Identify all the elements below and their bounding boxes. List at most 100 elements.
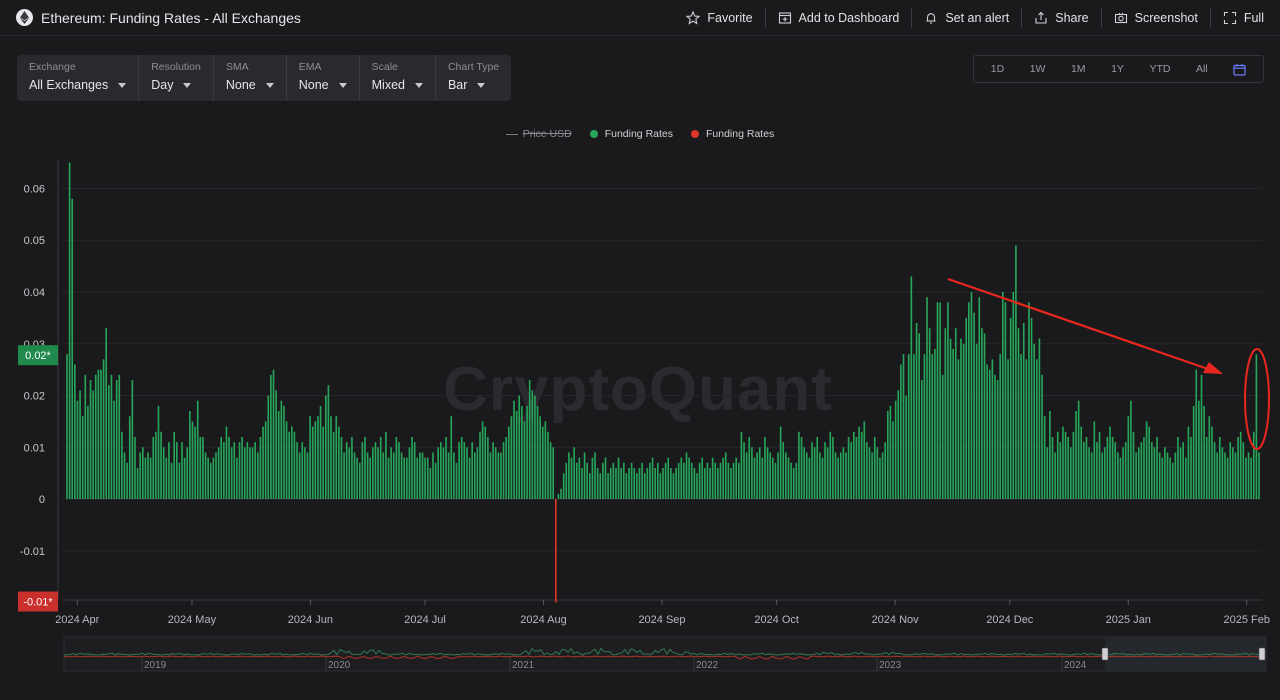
funding-bar	[1179, 447, 1182, 500]
funding-bar	[314, 421, 317, 500]
funding-bar	[199, 436, 202, 500]
funding-bar	[552, 447, 555, 500]
scale-select[interactable]: Scale Mixed	[360, 55, 436, 101]
range-1d-button[interactable]: 1D	[990, 63, 1005, 75]
funding-bar	[1017, 328, 1020, 500]
set-alert-button[interactable]: Set an alert	[912, 7, 1023, 28]
funding-bar	[421, 452, 424, 500]
funding-bar	[1004, 302, 1007, 500]
navigator-series-positive	[63, 647, 1265, 656]
ethereum-logo-icon	[16, 9, 33, 26]
funding-bar	[787, 457, 790, 500]
funding-bar	[643, 473, 646, 500]
funding-bar	[761, 457, 764, 500]
calendar-icon[interactable]	[1233, 63, 1246, 76]
funding-bar	[931, 354, 934, 500]
range-ytd-button[interactable]: YTD	[1149, 63, 1171, 75]
funding-bar	[66, 354, 68, 500]
funding-bar	[1171, 462, 1174, 500]
funding-bar	[887, 411, 889, 500]
funding-bar	[102, 359, 105, 500]
funding-bar	[902, 354, 905, 500]
funding-bar	[115, 380, 118, 500]
funding-bar	[1213, 442, 1216, 500]
funding-bar	[717, 468, 719, 500]
funding-bar	[952, 348, 954, 500]
screenshot-button[interactable]: Screenshot	[1102, 7, 1211, 28]
chart-type-select[interactable]: Chart Type Bar	[436, 55, 511, 101]
funding-bar	[317, 416, 319, 500]
funding-bar	[805, 452, 808, 500]
fullscreen-button[interactable]: Full	[1211, 8, 1280, 28]
funding-bar	[667, 457, 670, 500]
resolution-label: Resolution	[151, 61, 201, 73]
funding-bar	[777, 452, 779, 500]
funding-bar	[424, 457, 426, 500]
funding-bar	[965, 317, 968, 500]
funding-bar	[1056, 431, 1059, 500]
add-to-dashboard-button[interactable]: Add to Dashboard	[766, 7, 913, 28]
funding-bar	[291, 426, 293, 500]
funding-bar	[696, 473, 698, 500]
favorite-label: Favorite	[707, 10, 753, 25]
funding-bar	[910, 276, 913, 500]
funding-bar	[162, 447, 165, 500]
range-1w-button[interactable]: 1W	[1029, 63, 1046, 75]
funding-bar	[304, 447, 306, 500]
x-tick-label: 2024 Nov	[872, 614, 920, 626]
favorite-button[interactable]: Favorite	[674, 7, 766, 28]
legend-label: Funding Rates	[706, 128, 775, 140]
ema-select[interactable]: EMA None	[287, 55, 360, 101]
funding-bar	[628, 468, 630, 500]
funding-bar	[654, 468, 656, 500]
funding-bar	[981, 328, 983, 500]
funding-bar	[510, 416, 513, 500]
funding-bar	[1069, 447, 1072, 500]
navigator-handle[interactable]	[1101, 647, 1109, 661]
current-value-text: -0.01*	[23, 597, 53, 609]
range-all-button[interactable]: All	[1195, 63, 1208, 75]
funding-bar	[468, 457, 471, 500]
funding-bar	[894, 400, 897, 500]
range-1m-button[interactable]: 1M	[1070, 63, 1086, 75]
resolution-select[interactable]: Resolution Day	[139, 55, 214, 101]
funding-bar	[121, 431, 123, 500]
funding-bar	[178, 462, 181, 500]
funding-bar	[113, 400, 115, 500]
funding-bar	[973, 312, 975, 500]
share-button[interactable]: Share	[1022, 7, 1102, 28]
funding-bar	[413, 442, 416, 500]
funding-bar	[1255, 354, 1258, 500]
funding-bar	[850, 442, 853, 500]
funding-bar	[447, 452, 450, 500]
funding-bar	[698, 462, 701, 500]
navigator-handle[interactable]	[1258, 647, 1266, 661]
funding-bar	[871, 452, 873, 500]
funding-bar	[400, 452, 403, 500]
funding-bar	[301, 442, 304, 500]
funding-bar	[309, 416, 311, 500]
funding-bar	[795, 462, 798, 500]
funding-bar	[458, 442, 460, 500]
legend-item-funding-negative[interactable]: Funding Rates	[691, 128, 774, 140]
navigator[interactable]: 2019 2020 2021 2022 2023 2024	[63, 636, 1267, 672]
sma-select[interactable]: SMA None	[214, 55, 287, 101]
funding-bar	[1164, 447, 1166, 500]
legend-item-funding-positive[interactable]: Funding Rates	[589, 128, 673, 140]
exchange-select[interactable]: Exchange All Exchanges	[17, 55, 140, 101]
funding-bar	[212, 457, 215, 500]
funding-bar	[403, 457, 406, 500]
funding-bar	[873, 436, 876, 500]
funding-bar	[1109, 426, 1111, 500]
funding-bar	[1049, 411, 1051, 500]
funding-bar	[1258, 452, 1260, 500]
funding-bar	[1012, 292, 1015, 500]
range-1y-button[interactable]: 1Y	[1111, 63, 1124, 75]
legend-item-price-usd[interactable]: Price USD	[505, 128, 572, 140]
funding-bar	[636, 473, 638, 500]
funding-bar	[811, 442, 813, 500]
funding-bar	[1205, 436, 1208, 500]
funding-bar	[500, 452, 502, 500]
funding-bar	[168, 442, 170, 500]
